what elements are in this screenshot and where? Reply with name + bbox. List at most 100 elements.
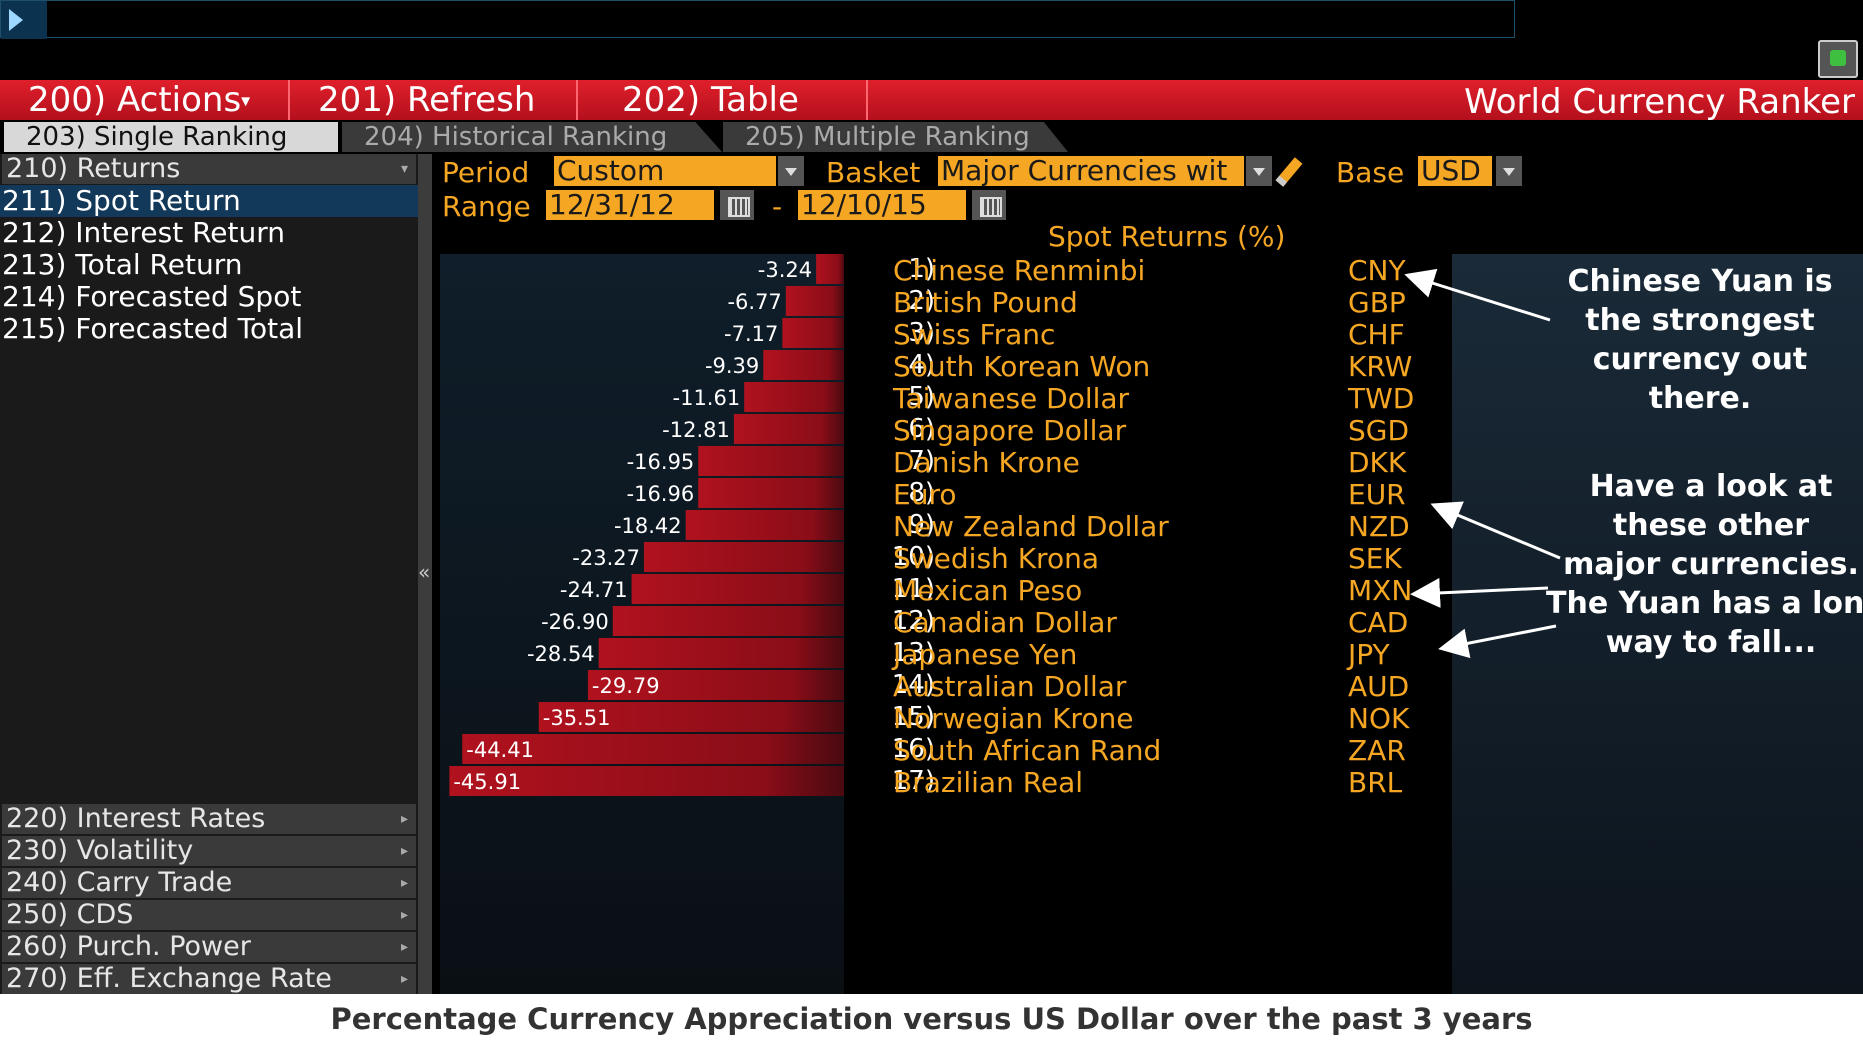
currency-name[interactable]: Singapore Dollar bbox=[893, 414, 1127, 447]
currency-name[interactable]: Australian Dollar bbox=[893, 670, 1127, 703]
rank-number: 10) bbox=[891, 542, 935, 572]
currency-code[interactable]: NOK bbox=[1348, 702, 1410, 735]
ranking-row[interactable]: 17) Brazilian Real BRL bbox=[845, 766, 1405, 799]
ranking-row[interactable]: 11) Mexican Peso MXN bbox=[845, 574, 1413, 607]
sidebar-header-cds[interactable]: 250) CDS ▸ bbox=[2, 900, 416, 930]
sidebar: 210) Returns ▾ 211) Spot Return 212) Inte… bbox=[0, 154, 418, 994]
ranking-row[interactable]: 5) Taiwanese Dollar TWD bbox=[845, 382, 1414, 415]
table-button[interactable]: 202) Table bbox=[578, 80, 868, 120]
ranking-row[interactable]: 16) South African Rand ZAR bbox=[845, 734, 1406, 767]
sidebar-splitter[interactable]: « bbox=[418, 154, 432, 994]
currency-code[interactable]: CHF bbox=[1348, 318, 1405, 351]
currency-code[interactable]: KRW bbox=[1348, 350, 1413, 383]
rank-number: 17) bbox=[891, 766, 935, 796]
sidebar-header-carry-trade[interactable]: 240) Carry Trade ▸ bbox=[2, 868, 416, 898]
currency-name[interactable]: Swiss Franc bbox=[893, 318, 1056, 351]
currency-name[interactable]: Japanese Yen bbox=[893, 638, 1078, 671]
bar-mexican-peso bbox=[631, 574, 844, 604]
export-excel-icon[interactable] bbox=[1818, 40, 1858, 78]
currency-code[interactable]: MXN bbox=[1348, 574, 1413, 607]
period-select[interactable]: Custom bbox=[554, 156, 776, 186]
tab-single-ranking[interactable]: 203) Single Ranking bbox=[4, 122, 338, 152]
command-arrow-icon[interactable] bbox=[1, 1, 47, 39]
currency-name[interactable]: Euro bbox=[893, 478, 957, 511]
currency-name[interactable]: British Pound bbox=[893, 286, 1078, 319]
rank-number: 14) bbox=[891, 670, 935, 700]
range-start-input[interactable]: 12/31/12 bbox=[546, 190, 714, 220]
ranking-row[interactable]: 8) Euro EUR bbox=[845, 478, 1406, 511]
currency-code[interactable]: GBP bbox=[1348, 286, 1406, 319]
currency-code[interactable]: BRL bbox=[1348, 766, 1403, 799]
sidebar-header-interest-rates[interactable]: 220) Interest Rates ▸ bbox=[2, 804, 416, 834]
sidebar-item-interest-return[interactable]: 212) Interest Return bbox=[2, 216, 285, 249]
bar-danish-krone bbox=[698, 446, 844, 476]
ranking-row[interactable]: 12) Canadian Dollar CAD bbox=[845, 606, 1409, 639]
sidebar-header-label: 230) Volatility bbox=[6, 835, 194, 866]
currency-name[interactable]: Canadian Dollar bbox=[893, 606, 1117, 639]
currency-code[interactable]: EUR bbox=[1348, 478, 1406, 511]
currency-name[interactable]: South Korean Won bbox=[893, 350, 1151, 383]
bar-value-label: -11.61 bbox=[673, 386, 741, 410]
period-dropdown-icon[interactable] bbox=[778, 156, 804, 186]
rank-number: 3) bbox=[908, 318, 935, 348]
bar-value-label: -9.39 bbox=[705, 354, 759, 378]
currency-code[interactable]: DKK bbox=[1348, 446, 1407, 479]
sidebar-item-spot-return[interactable]: 211) Spot Return bbox=[0, 185, 418, 217]
ranking-row[interactable]: 10) Swedish Krona SEK bbox=[845, 542, 1405, 575]
bar-value-label: -29.79 bbox=[592, 674, 660, 698]
ranking-row[interactable]: 2) British Pound GBP bbox=[845, 286, 1406, 319]
sidebar-item-total-return[interactable]: 213) Total Return bbox=[2, 248, 243, 281]
ranking-row[interactable]: 6) Singapore Dollar SGD bbox=[845, 414, 1409, 447]
currency-code[interactable]: TWD bbox=[1348, 382, 1415, 415]
ranking-row[interactable]: 13) Japanese Yen JPY bbox=[845, 638, 1405, 671]
sidebar-item-forecasted-total[interactable]: 215) Forecasted Total bbox=[2, 312, 304, 345]
ranking-row[interactable]: 9) New Zealand Dollar NZD bbox=[845, 510, 1410, 543]
base-select[interactable]: USD bbox=[1418, 156, 1492, 186]
sidebar-item-forecasted-spot[interactable]: 214) Forecasted Spot bbox=[2, 280, 302, 313]
annotation-line: way to fall... bbox=[1605, 625, 1817, 660]
currency-code[interactable]: AUD bbox=[1348, 670, 1410, 703]
refresh-button[interactable]: 201) Refresh bbox=[290, 80, 578, 120]
currency-code[interactable]: SGD bbox=[1348, 414, 1410, 447]
range-end-input[interactable]: 12/10/15 bbox=[798, 190, 966, 220]
currency-code[interactable]: JPY bbox=[1348, 638, 1390, 671]
basket-dropdown-icon[interactable] bbox=[1246, 156, 1272, 186]
currency-name[interactable]: South African Rand bbox=[893, 734, 1162, 767]
collapse-icon[interactable]: « bbox=[418, 560, 431, 584]
currency-name[interactable]: Chinese Renminbi bbox=[893, 254, 1146, 287]
sidebar-header-purch-power[interactable]: 260) Purch. Power ▸ bbox=[2, 932, 416, 962]
calendar-icon[interactable] bbox=[972, 190, 1006, 220]
ranking-row[interactable]: 15) Norwegian Krone NOK bbox=[845, 702, 1410, 735]
currency-name[interactable]: Taiwanese Dollar bbox=[893, 382, 1130, 415]
currency-code[interactable]: NZD bbox=[1348, 510, 1410, 543]
tab-multiple-ranking[interactable]: 205) Multiple Ranking bbox=[723, 122, 1068, 152]
period-label: Period bbox=[442, 156, 530, 189]
currency-name[interactable]: Swedish Krona bbox=[893, 542, 1099, 575]
ranking-row[interactable]: 14) Australian Dollar AUD bbox=[845, 670, 1409, 703]
sidebar-header-returns[interactable]: 210) Returns ▾ bbox=[2, 154, 416, 184]
base-dropdown-icon[interactable] bbox=[1496, 156, 1522, 186]
arrow-to-mxn bbox=[1410, 577, 1549, 608]
ranking-row[interactable]: 3) Swiss Franc CHF bbox=[845, 318, 1405, 351]
tab-historical-ranking[interactable]: 204) Historical Ranking bbox=[342, 122, 722, 152]
command-line[interactable] bbox=[0, 0, 1515, 39]
basket-select[interactable]: Major Currencies wit bbox=[938, 156, 1244, 186]
actions-button[interactable]: 200) Actions▾ bbox=[0, 80, 290, 120]
chart-title: Spot Returns (%) bbox=[1048, 220, 1286, 253]
sidebar-header-eff-exchange-rate[interactable]: 270) Eff. Exchange Rate ▸ bbox=[2, 964, 416, 994]
bar-value-label: -45.91 bbox=[453, 770, 521, 794]
currency-name[interactable]: Mexican Peso bbox=[893, 574, 1083, 607]
currency-name[interactable]: Brazilian Real bbox=[893, 766, 1084, 799]
currency-name[interactable]: Danish Krone bbox=[893, 446, 1080, 479]
calendar-icon[interactable] bbox=[720, 190, 754, 220]
ranking-row[interactable]: 1) Chinese Renminbi CNY bbox=[845, 254, 1406, 287]
currency-code[interactable]: CAD bbox=[1348, 606, 1409, 639]
ranking-row[interactable]: 7) Danish Krone DKK bbox=[845, 446, 1407, 479]
sidebar-header-volatility[interactable]: 230) Volatility ▸ bbox=[2, 836, 416, 866]
currency-name[interactable]: Norwegian Krone bbox=[893, 702, 1134, 735]
currency-code[interactable]: CNY bbox=[1348, 254, 1406, 287]
ranking-row[interactable]: 4) South Korean Won KRW bbox=[845, 350, 1412, 383]
currency-code[interactable]: SEK bbox=[1348, 542, 1402, 575]
currency-name[interactable]: New Zealand Dollar bbox=[893, 510, 1169, 543]
currency-code[interactable]: ZAR bbox=[1348, 734, 1406, 767]
